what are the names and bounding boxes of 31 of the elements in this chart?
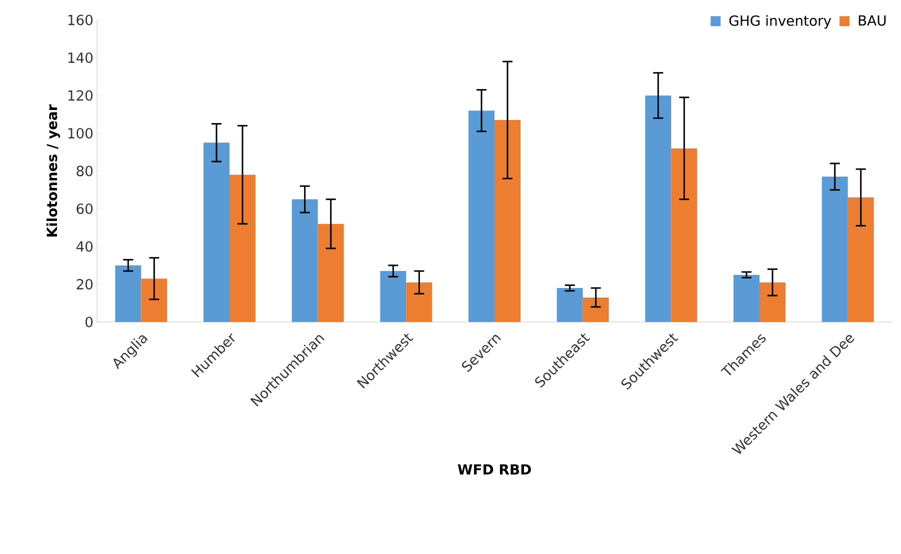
bar [468,110,495,322]
bar [230,174,256,322]
y-tick-label: 0 [86,316,93,328]
bar [671,148,698,322]
y-tick-label: 60 [76,203,93,214]
bar [645,95,672,322]
legend-label: GHG inventory [729,15,832,29]
bar [380,271,406,322]
bar [318,224,344,322]
bar [760,282,786,322]
bar [494,120,521,322]
bar [822,176,848,322]
bar [734,274,760,322]
legend-label: BAU [858,15,886,26]
bar [556,288,583,322]
bar [292,199,318,322]
y-tick-label: 40 [76,241,93,252]
bar [848,197,874,322]
y-tick-label: 120 [68,90,93,101]
y-tick-label: 20 [76,278,93,290]
y-axis-title: Kilotonnes / year [46,104,60,236]
y-tick-label: 100 [68,128,93,139]
y-tick-label: 140 [68,52,93,64]
y-tick-label: 80 [76,166,93,176]
bar [582,297,609,322]
y-tick-label: 160 [68,14,93,26]
bar [115,265,142,322]
x-axis-title: WFD RBD [458,464,531,474]
bar [204,142,230,322]
bar [141,278,168,322]
bar [406,282,432,322]
